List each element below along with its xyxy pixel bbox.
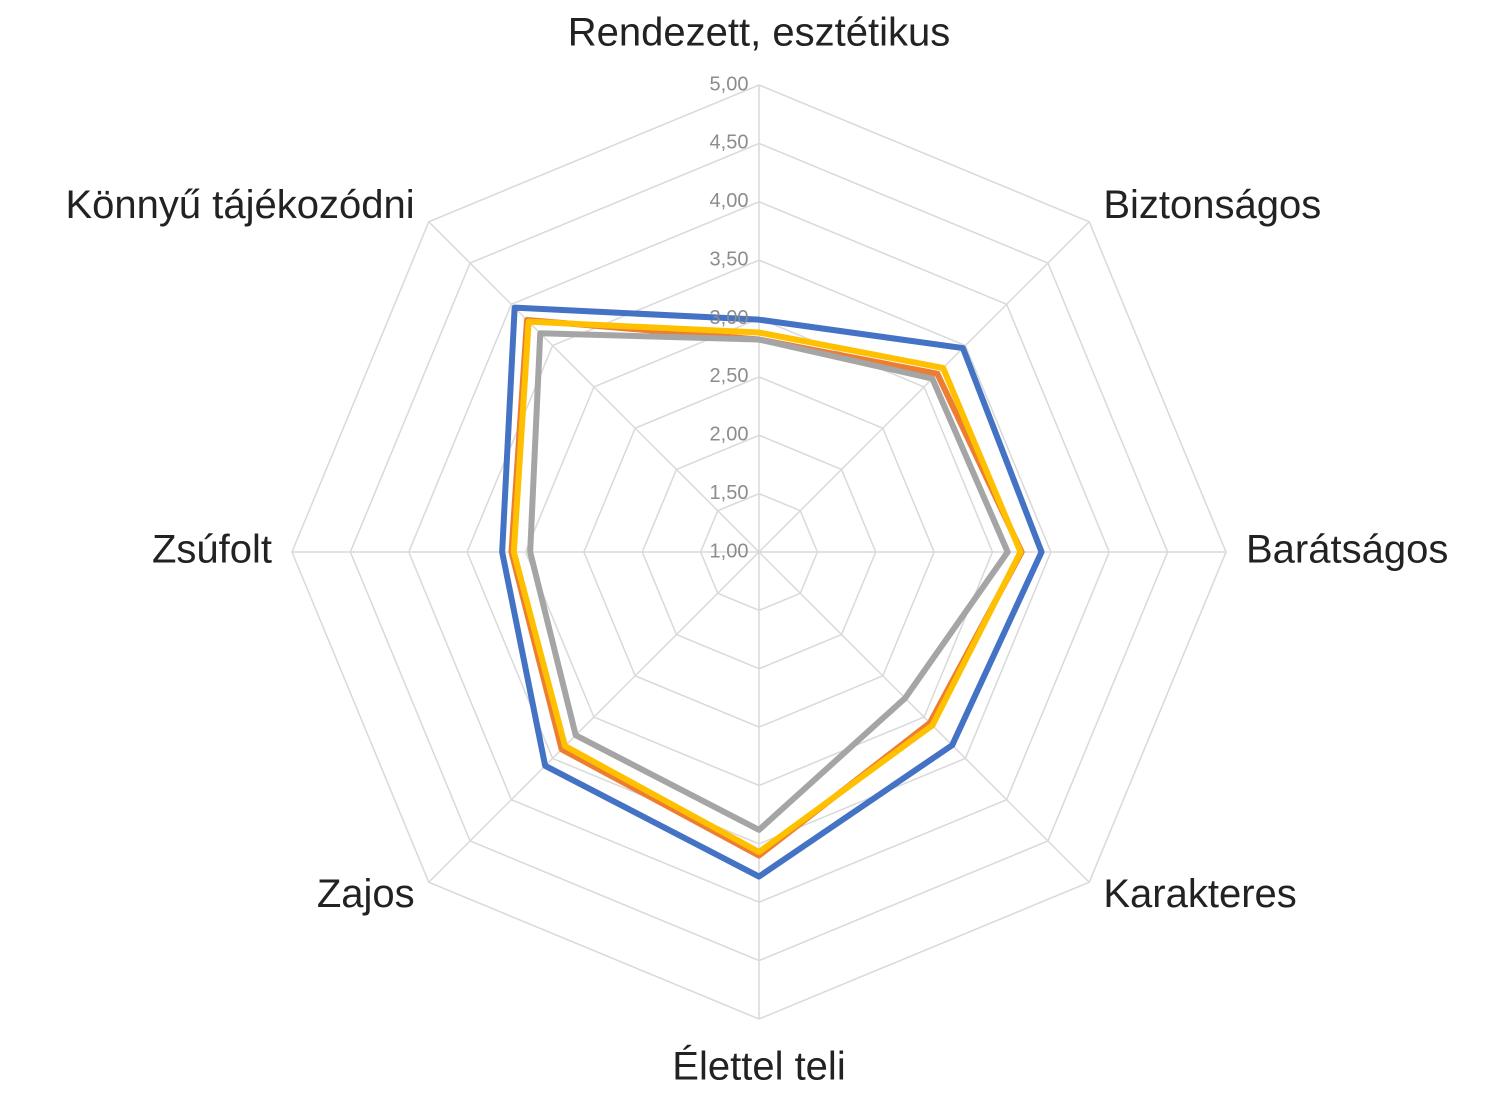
- tick-label: 3,00: [710, 307, 749, 329]
- series-line: [527, 330, 1011, 833]
- category-label: Rendezett, esztétikus: [568, 11, 950, 55]
- spoke: [428, 551, 760, 883]
- category-label: Karakteres: [1103, 872, 1296, 916]
- tick-label: 1,50: [710, 482, 749, 504]
- tick-label: 4,50: [710, 132, 749, 154]
- category-label: Könnyű tájékozódni: [65, 183, 414, 227]
- series-line: [510, 318, 1024, 856]
- tick-label: 3,50: [710, 248, 749, 270]
- category-label: Élettel teli: [672, 1044, 845, 1089]
- spoke: [428, 221, 760, 553]
- tick-label: 4,00: [710, 190, 749, 212]
- category-label: Biztonságos: [1103, 183, 1321, 227]
- tick-label: 5,00: [710, 73, 749, 95]
- series-line: [499, 304, 1045, 880]
- spoke: [758, 551, 1090, 883]
- category-label: Zajos: [317, 872, 415, 916]
- tick-label: 1,00: [710, 540, 749, 562]
- tick-label: 2,00: [710, 424, 749, 446]
- category-label: Zsúfolt: [152, 528, 272, 572]
- category-label: Barátságos: [1246, 528, 1448, 572]
- spoke: [758, 221, 1090, 553]
- tick-label: 2,50: [710, 365, 749, 387]
